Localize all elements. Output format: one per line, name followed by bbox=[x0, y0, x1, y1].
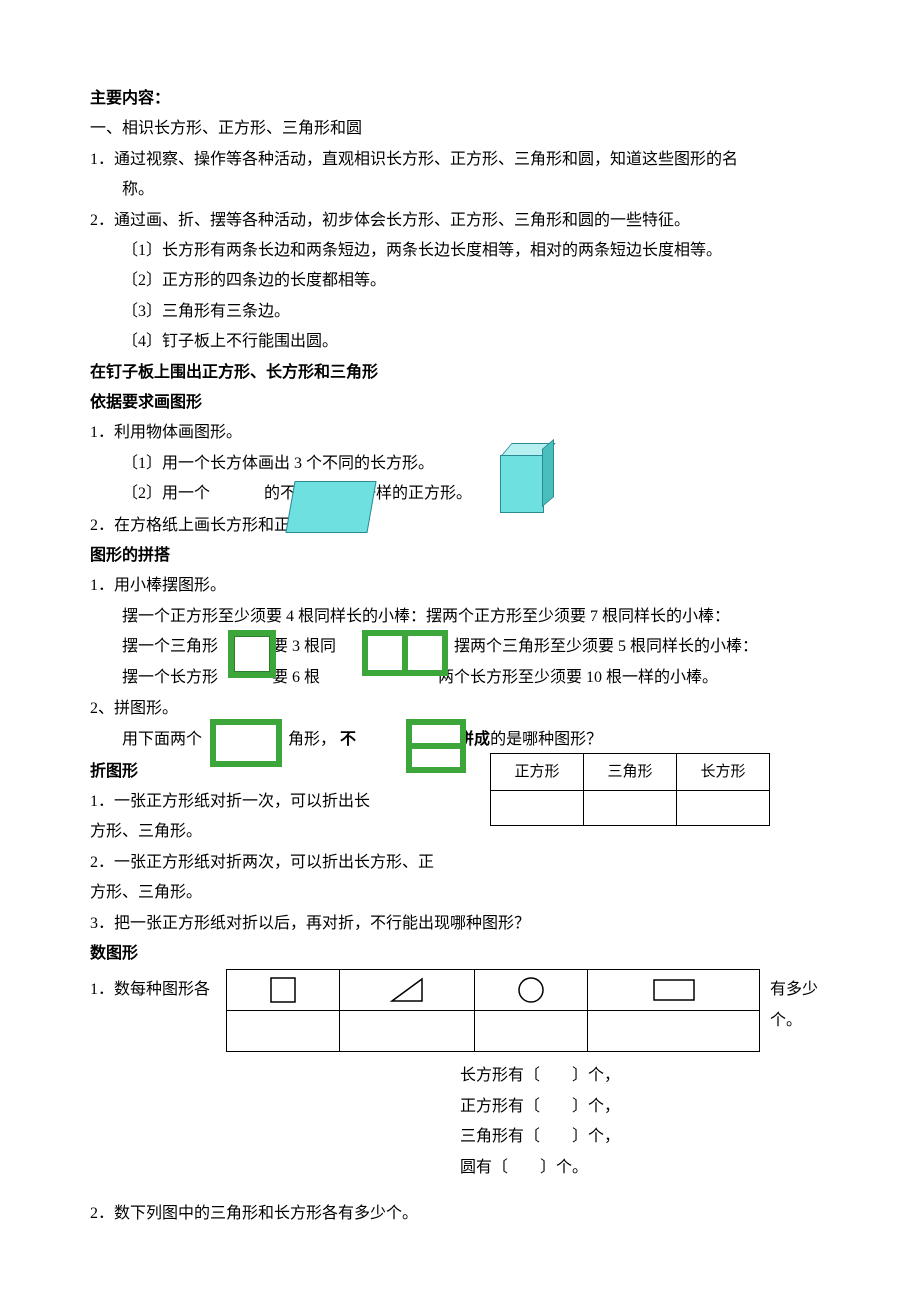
green-two-squares-icon bbox=[362, 630, 448, 676]
count-rect: 长方形有〔 〕个， bbox=[460, 1061, 830, 1091]
s3-l1: 摆一个正方形至少须要 4 根同样长的小棒：摆两个正方形至少须要 7 根同样长的小… bbox=[90, 602, 830, 632]
s1-b4: 〔4〕钉子板上不行能围出圆。 bbox=[90, 327, 830, 357]
section-3-title: 图形的拼搭 bbox=[90, 541, 830, 571]
s1-p1b: 称。 bbox=[90, 175, 830, 205]
s2-b1: 〔1〕用一个长方体画出 3 个不同的长方形。 bbox=[122, 455, 434, 472]
s1-p2: 2．通过画、折、摆等各种活动，初步体会长方形、正方形、三角形和圆的一些特征。 bbox=[90, 206, 830, 236]
triangle-icon bbox=[390, 977, 424, 1003]
shape-circle-cell bbox=[475, 970, 588, 1011]
count-triangle: 三角形有〔 〕个， bbox=[460, 1122, 830, 1152]
s3-l2c: 摆两个三角形至少须要 5 根同样长的小棒： bbox=[454, 638, 758, 655]
green-rect-icon bbox=[210, 719, 282, 767]
main-header: 主要内容： bbox=[90, 84, 830, 114]
s3-p1: 1．用小棒摆图形。 bbox=[90, 571, 830, 601]
circle-icon bbox=[517, 976, 545, 1004]
opt-square: 正方形 bbox=[491, 753, 584, 791]
green-two-row-icon bbox=[406, 719, 466, 773]
s3-q1d: 的是哪种图形？ bbox=[490, 731, 602, 748]
green-square-icon bbox=[228, 630, 276, 678]
s3-l3b: 要 6 根 bbox=[272, 669, 320, 686]
s3-not: 不 bbox=[340, 731, 356, 748]
section-2-t1: 在钉子板上围出正方形、长方形和三角形 bbox=[90, 358, 830, 388]
s1-b3: 〔3〕三角形有三条边。 bbox=[90, 297, 830, 327]
section-5-title: 数图形 bbox=[90, 939, 830, 969]
s4-l3: 3．把一张正方形纸对折以后，再对折，不行能出现哪种图形？ bbox=[90, 909, 830, 939]
s2-p2: 2．在方格纸上画长方形和正方形。 bbox=[90, 511, 830, 541]
opt-triangle: 三角形 bbox=[584, 753, 677, 791]
s3-l2b: 要 3 根同 bbox=[272, 638, 336, 655]
section-1-title: 一、相识长方形、正方形、三角形和圆 bbox=[90, 114, 830, 144]
shape-triangle-cell bbox=[340, 970, 475, 1011]
s1-b2: 〔2〕正方形的四条边的长度都相等。 bbox=[90, 266, 830, 296]
s4-l2b: 方形、三角形。 bbox=[90, 878, 830, 908]
options-table: 正方形 三角形 长方形 bbox=[490, 753, 770, 827]
s3-l3c: 两个长方形至少须要 10 根一样的小棒。 bbox=[438, 669, 718, 686]
s3-q1b: 角形， bbox=[288, 731, 336, 748]
cube-shape bbox=[500, 443, 550, 511]
square-icon bbox=[269, 976, 297, 1004]
s2-b2a: 〔2〕用一个 bbox=[122, 485, 210, 502]
rectangle-icon bbox=[652, 978, 696, 1002]
shape-rect-cell bbox=[588, 970, 760, 1011]
shape-square-cell bbox=[227, 970, 340, 1011]
s5-p2: 2．数下列图中的三角形和长方形各有多少个。 bbox=[90, 1199, 830, 1229]
s3-l3a: 摆一个长方形 bbox=[122, 669, 218, 686]
s4-l2a: 2．一张正方形纸对折两次，可以折出长方形、正 bbox=[90, 848, 830, 878]
s3-q1a: 用下面两个 bbox=[122, 731, 202, 748]
count-square: 正方形有〔 〕个， bbox=[460, 1092, 830, 1122]
document-page: 主要内容： 一、相识长方形、正方形、三角形和圆 1．通过视察、操作等各种活动，直… bbox=[0, 0, 920, 1302]
count-answers: 长方形有〔 〕个， 正方形有〔 〕个， 三角形有〔 〕个， 圆有〔 〕个。 bbox=[460, 1061, 830, 1183]
s1-p1a: 1．通过视察、操作等各种活动，直观相识长方形、正方形、三角形和圆，知道这些图形的… bbox=[90, 145, 830, 175]
s2-p1: 1．利用物体画图形。 bbox=[90, 418, 830, 448]
shapes-count-table bbox=[226, 969, 760, 1052]
count-circle: 圆有〔 〕个。 bbox=[460, 1153, 830, 1183]
opt-rect: 长方形 bbox=[677, 753, 770, 791]
section-2-t2: 依据要求画图形 bbox=[90, 388, 830, 418]
cuboid-shape bbox=[285, 481, 376, 533]
s3-l2a: 摆一个三角形 bbox=[122, 638, 218, 655]
s5-p1b: 有多少个。 bbox=[770, 975, 830, 1036]
s5-p1a: 1．数每种图形各 bbox=[90, 975, 210, 1005]
s1-b1: 〔1〕长方形有两条长边和两条短边，两条长边长度相等，相对的两条短边长度相等。 bbox=[90, 236, 830, 266]
